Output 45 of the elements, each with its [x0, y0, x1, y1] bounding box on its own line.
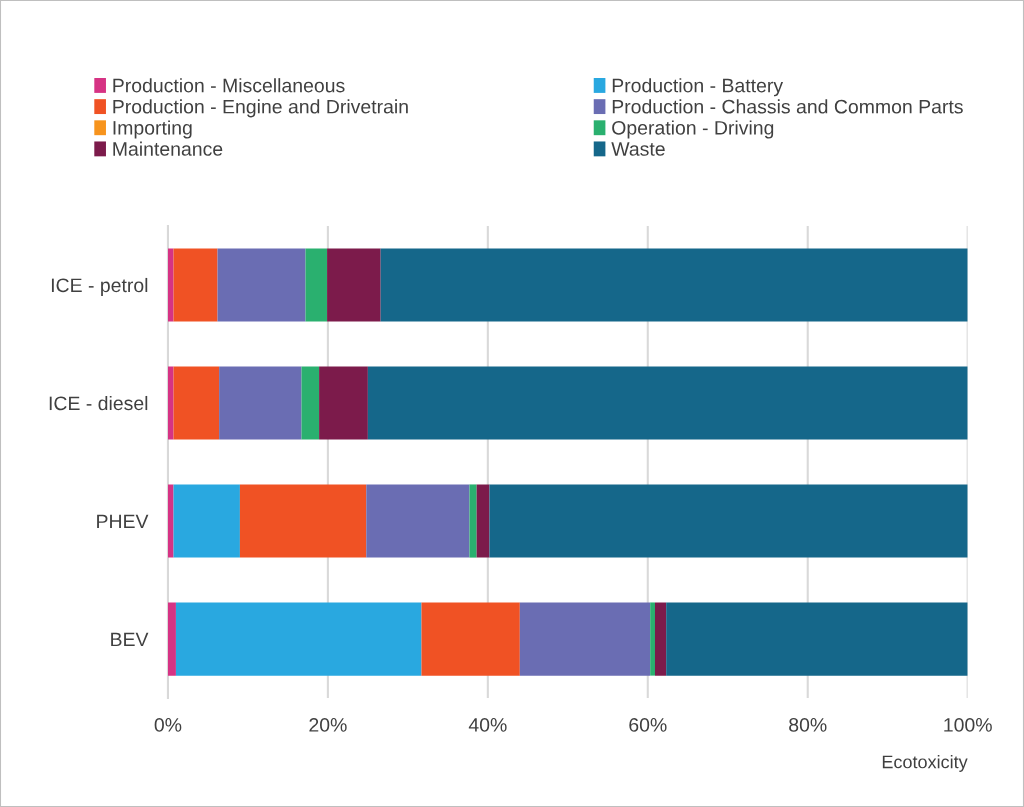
y-tick-label: BEV	[111, 632, 149, 647]
y-tick-label: ICE - diesel	[49, 395, 148, 411]
legend-label: Operation - Driving	[612, 120, 774, 139]
bar	[366, 484, 470, 558]
bar	[367, 366, 968, 440]
bar	[175, 602, 422, 676]
x-tick-label: 20%	[309, 718, 347, 732]
x-tick-label: 40%	[468, 718, 507, 732]
y-tick-label: ICE - petrol	[51, 277, 148, 297]
bar	[305, 248, 328, 322]
bar	[173, 484, 240, 558]
bar	[489, 484, 968, 558]
x-axis-title: Ecotoxicity	[882, 755, 968, 772]
legend-label: Production - Miscellaneous	[113, 78, 345, 93]
bar	[666, 602, 968, 676]
bar	[650, 602, 655, 676]
bar	[301, 366, 320, 440]
x-tick-label: 60%	[629, 718, 667, 732]
bar	[217, 248, 306, 322]
bar	[327, 248, 381, 322]
legend-label: Production - Battery	[612, 78, 784, 97]
bar	[519, 602, 651, 676]
bar	[476, 484, 490, 558]
bar	[239, 484, 367, 558]
legend-label: Maintenance	[113, 141, 223, 156]
bar	[167, 366, 174, 440]
bar	[167, 484, 174, 558]
bar	[167, 602, 176, 676]
bar	[421, 602, 520, 676]
x-tick-label: 0%	[154, 718, 182, 732]
bar	[469, 484, 477, 558]
bar	[380, 248, 968, 322]
x-tick-label: 100%	[944, 718, 992, 732]
bar	[173, 366, 220, 440]
legend-label: Production - Engine and Drivetrain	[113, 99, 408, 118]
bar	[219, 366, 302, 440]
y-tick-label: PHEV	[97, 514, 149, 529]
bar	[167, 248, 174, 322]
x-tick-label: 80%	[789, 718, 827, 732]
bar	[654, 602, 667, 676]
bar	[173, 248, 218, 322]
legend-label: Importing	[113, 120, 192, 139]
bar	[319, 366, 368, 440]
legend-label: Waste	[611, 142, 665, 156]
legend-label: Production - Chassis and Common Parts	[612, 99, 963, 114]
